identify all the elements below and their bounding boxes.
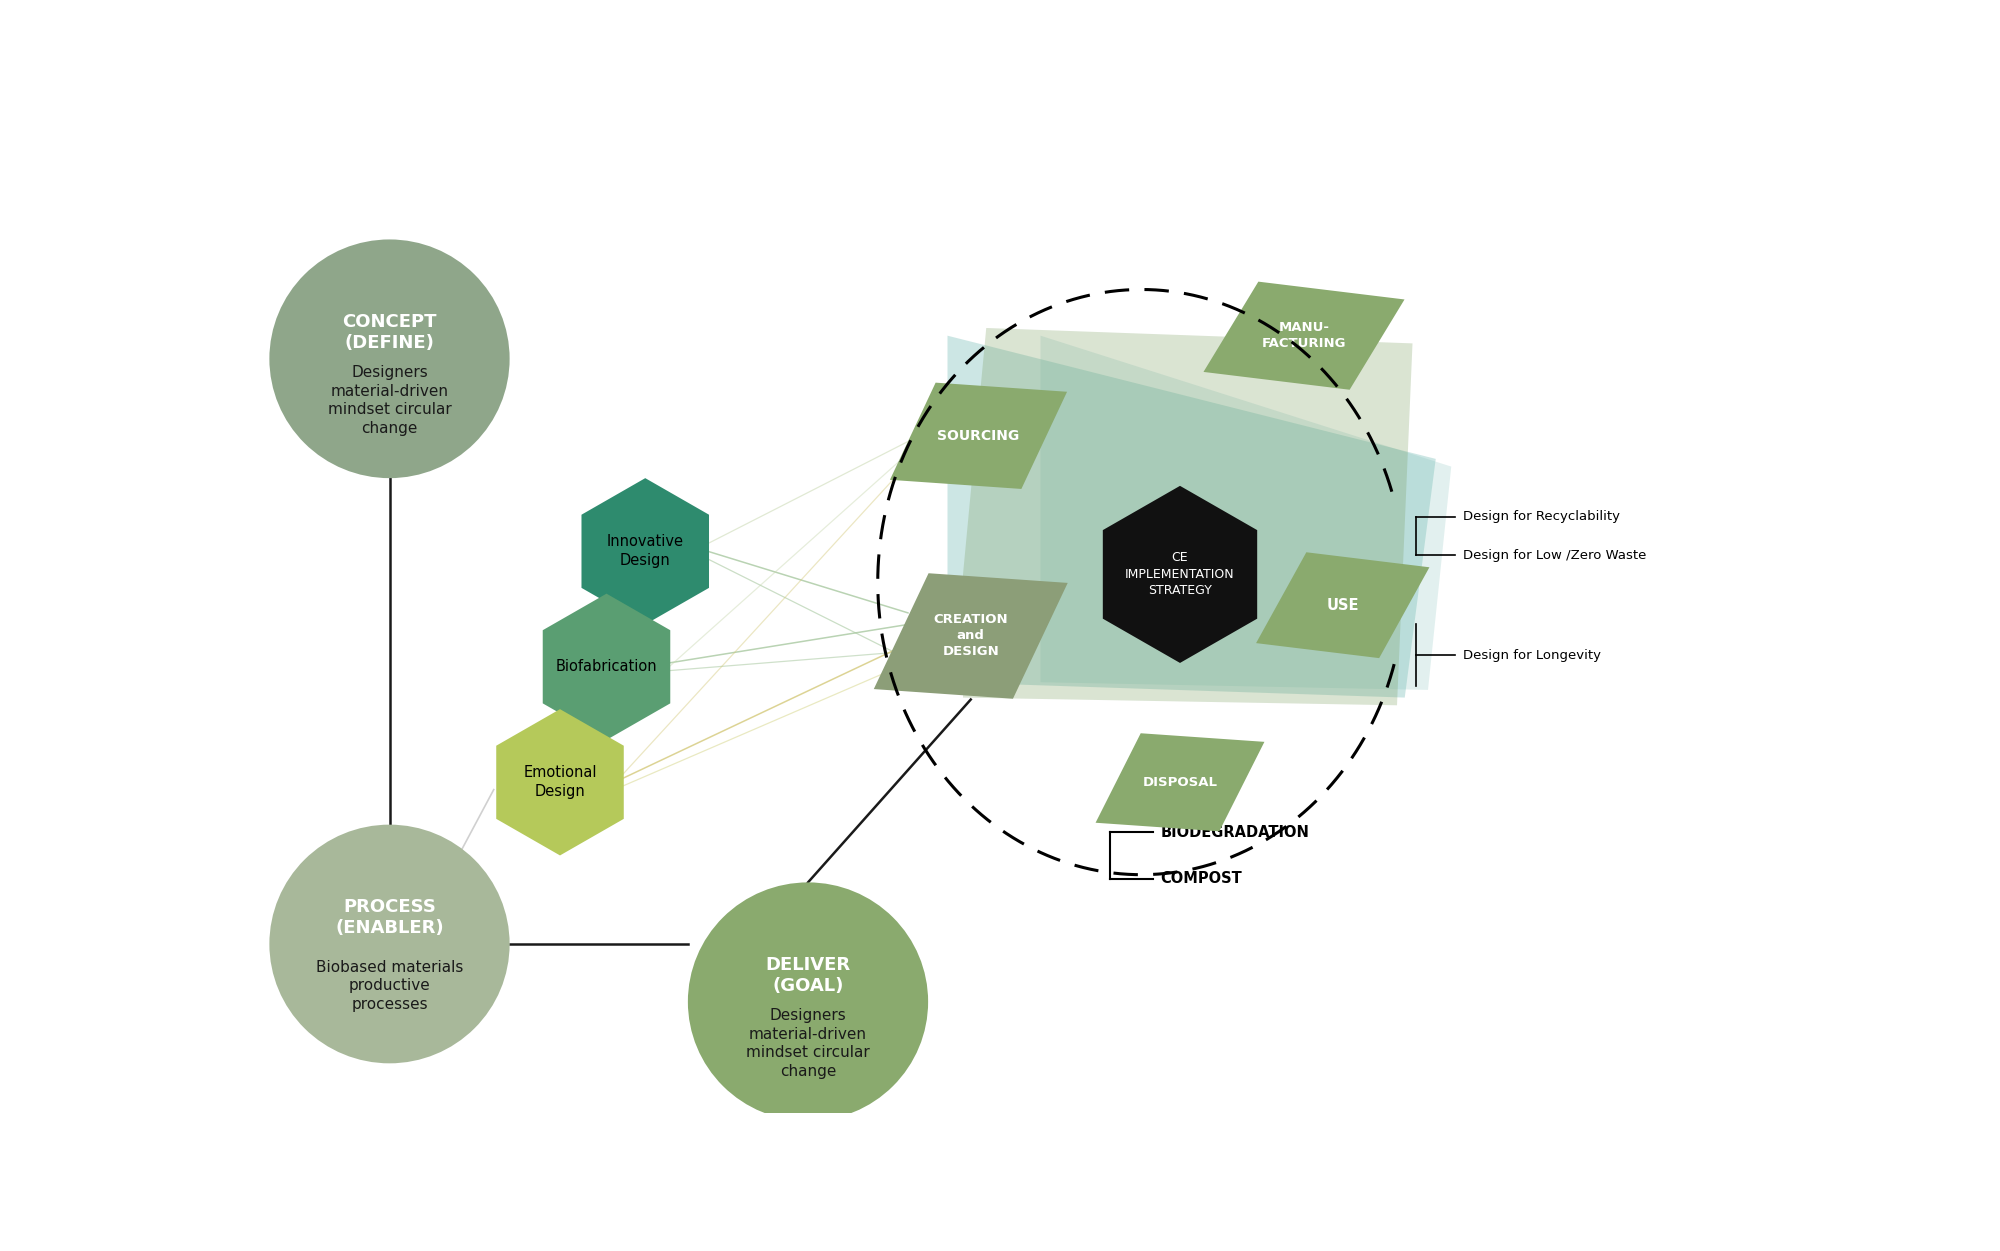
Polygon shape: [542, 594, 670, 739]
Text: CONCEPT
(DEFINE): CONCEPT (DEFINE): [342, 313, 436, 353]
Text: Design for Low /Zero Waste: Design for Low /Zero Waste: [1462, 549, 1646, 562]
Text: USE: USE: [1326, 598, 1360, 613]
Text: Design for Longevity: Design for Longevity: [1462, 649, 1600, 662]
Text: COMPOST: COMPOST: [1160, 871, 1242, 886]
Polygon shape: [582, 478, 710, 624]
Text: BIODEGRADATION: BIODEGRADATION: [1160, 824, 1310, 839]
Text: CE
IMPLEMENTATION
STRATEGY: CE IMPLEMENTATION STRATEGY: [1126, 552, 1234, 598]
Circle shape: [270, 239, 510, 478]
Text: CREATION
and
DESIGN: CREATION and DESIGN: [934, 613, 1008, 658]
Text: PROCESS
(ENABLER): PROCESS (ENABLER): [336, 898, 444, 937]
Polygon shape: [1096, 733, 1264, 832]
Polygon shape: [1102, 485, 1258, 663]
Text: Design for Recyclability: Design for Recyclability: [1462, 510, 1620, 523]
Circle shape: [270, 824, 510, 1063]
Polygon shape: [874, 573, 1068, 699]
Polygon shape: [890, 383, 1068, 489]
Text: Designers
material-driven
mindset circular
change: Designers material-driven mindset circul…: [328, 365, 452, 435]
Text: MANU-
FACTURING: MANU- FACTURING: [1262, 322, 1346, 350]
Polygon shape: [1256, 552, 1430, 658]
Text: Biobased materials
productive
processes: Biobased materials productive processes: [316, 960, 464, 1012]
Text: DELIVER
(GOAL): DELIVER (GOAL): [766, 956, 850, 996]
Text: Innovative
Design: Innovative Design: [606, 534, 684, 568]
Text: SOURCING: SOURCING: [938, 429, 1020, 443]
Circle shape: [688, 882, 928, 1121]
Polygon shape: [948, 335, 1436, 698]
Text: Emotional
Design: Emotional Design: [524, 766, 596, 799]
Polygon shape: [496, 709, 624, 856]
Polygon shape: [1204, 281, 1404, 390]
Text: Designers
material-driven
mindset circular
change: Designers material-driven mindset circul…: [746, 1008, 870, 1078]
Polygon shape: [964, 328, 1412, 706]
Text: Biofabrication: Biofabrication: [556, 659, 658, 674]
Text: DISPOSAL: DISPOSAL: [1142, 776, 1218, 789]
Polygon shape: [1040, 335, 1452, 689]
